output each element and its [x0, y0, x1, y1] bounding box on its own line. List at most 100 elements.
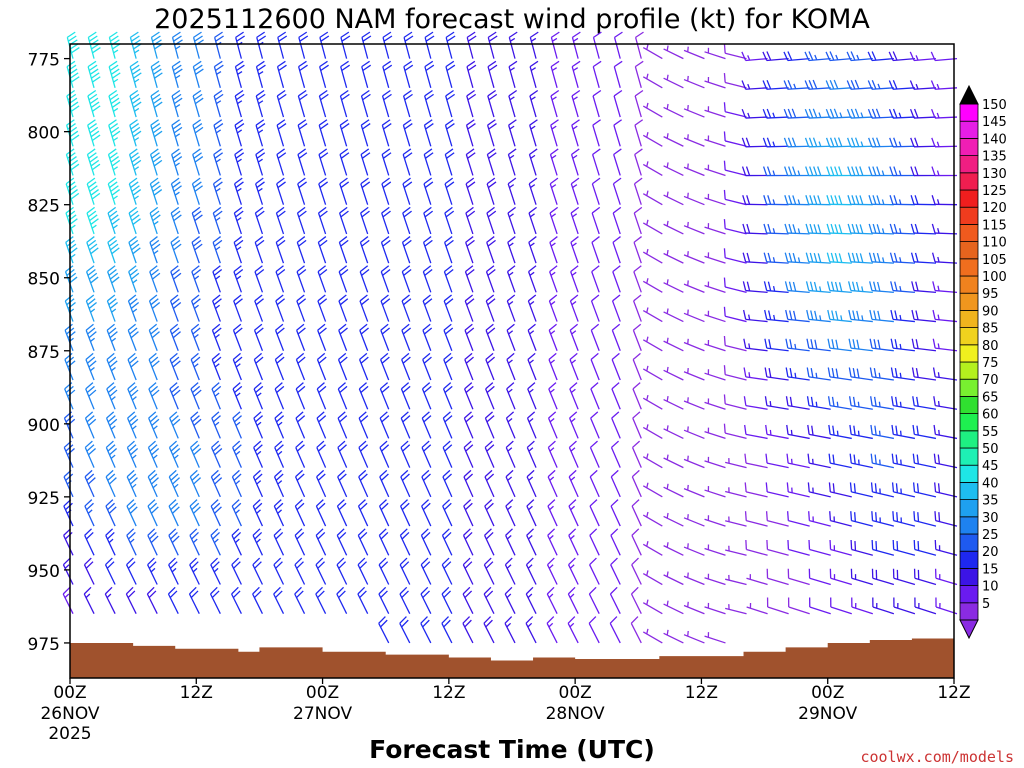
- wind-barb: [358, 382, 369, 410]
- wind-barb: [316, 411, 327, 439]
- wind-barb: [663, 629, 684, 644]
- wind-barb: [105, 411, 118, 439]
- wind-barb: [683, 572, 705, 586]
- wind-barb: [400, 411, 411, 439]
- wind-barb: [826, 252, 852, 264]
- wind-barb: [548, 294, 558, 322]
- wind-barb: [507, 206, 516, 235]
- colorbar-swatch: [959, 223, 979, 242]
- wind-barb: [337, 469, 348, 498]
- credit-link[interactable]: coolwx.com/models: [860, 748, 1014, 766]
- wind-barb: [592, 60, 602, 88]
- wind-barb: [743, 367, 768, 381]
- wind-barb: [252, 469, 264, 498]
- wind-barb: [807, 482, 831, 498]
- wind-barb: [126, 499, 138, 527]
- wind-barb: [890, 338, 915, 352]
- wind-barb: [127, 323, 139, 352]
- wind-barb: [764, 367, 789, 381]
- wind-barb: [338, 206, 349, 235]
- wind-barb: [704, 632, 726, 644]
- wind-barb: [913, 511, 937, 527]
- wind-barb: [910, 137, 936, 148]
- wind-barb: [765, 482, 789, 498]
- wind-barb: [234, 60, 245, 88]
- wind-barb: [294, 557, 306, 585]
- wind-barb: [805, 281, 831, 293]
- wind-barb: [613, 31, 623, 59]
- wind-barb: [787, 597, 810, 615]
- wind-barb: [592, 119, 601, 147]
- wind-barb: [297, 177, 307, 205]
- wind-barb: [610, 557, 621, 585]
- wind-barb: [275, 265, 286, 293]
- wind-barb: [784, 166, 810, 177]
- colorbar-swatch: [959, 120, 979, 139]
- wind-barb: [507, 177, 517, 205]
- wind-barb: [568, 528, 579, 556]
- wind-barb: [486, 177, 497, 205]
- wind-barb: [65, 148, 80, 176]
- wind-barb: [400, 499, 411, 527]
- wind-barb: [483, 616, 495, 644]
- wind-barb: [486, 148, 497, 176]
- wind-barb: [612, 177, 622, 205]
- wind-barb: [486, 119, 497, 147]
- wind-barb: [930, 51, 958, 62]
- x-tick-label: 26NOV: [40, 704, 99, 724]
- wind-barb: [888, 51, 915, 62]
- wind-barb: [642, 482, 663, 498]
- wind-barb: [526, 499, 537, 527]
- wind-barb: [631, 528, 642, 556]
- wind-barb: [275, 236, 286, 264]
- colorbar-top-arrow: [959, 84, 979, 105]
- wind-barb: [296, 236, 307, 264]
- wind-barb: [484, 469, 495, 498]
- wind-barb: [611, 294, 621, 322]
- wind-barb: [704, 573, 726, 586]
- y-tick-label: 925: [28, 489, 60, 509]
- wind-barb: [571, 119, 580, 147]
- wind-barb: [611, 352, 621, 381]
- wind-barb: [360, 148, 371, 176]
- wind-barb: [318, 148, 329, 176]
- wind-barb: [704, 164, 726, 177]
- wind-barb: [189, 528, 200, 556]
- wind-barb: [546, 616, 558, 644]
- wind-barb: [741, 137, 768, 148]
- wind-barb: [526, 411, 537, 439]
- wind-barb: [105, 528, 116, 556]
- wind-barb: [683, 192, 705, 206]
- wind-barb: [190, 323, 201, 352]
- wind-barb: [62, 557, 74, 585]
- wind-barb: [273, 499, 285, 527]
- wind-barb: [830, 597, 852, 615]
- wind-barb: [63, 528, 74, 556]
- wind-barb: [104, 557, 116, 585]
- wind-barb: [529, 60, 539, 88]
- wind-barb: [420, 557, 432, 585]
- wind-barb: [421, 411, 432, 439]
- wind-barb: [84, 469, 96, 498]
- wind-barb: [506, 265, 516, 293]
- wind-barb: [274, 440, 285, 468]
- wind-barb: [85, 382, 97, 410]
- wind-barb: [444, 119, 455, 147]
- wind-barb: [168, 440, 181, 468]
- wind-barb: [317, 294, 328, 322]
- wind-barb: [642, 44, 663, 60]
- wind-barb: [910, 223, 936, 235]
- wind-barb: [632, 323, 642, 352]
- wind-barb: [529, 31, 539, 59]
- wind-barb: [381, 89, 392, 118]
- colorbar-label: 75: [982, 356, 999, 371]
- wind-barb: [762, 137, 789, 148]
- wind-barb: [382, 60, 393, 88]
- wind-barb: [441, 586, 453, 615]
- wind-barb: [529, 89, 539, 118]
- wind-barb: [868, 195, 894, 206]
- wind-barb: [723, 365, 747, 381]
- wind-barb: [506, 382, 516, 410]
- wind-barb: [849, 424, 873, 440]
- wind-barb: [358, 352, 369, 381]
